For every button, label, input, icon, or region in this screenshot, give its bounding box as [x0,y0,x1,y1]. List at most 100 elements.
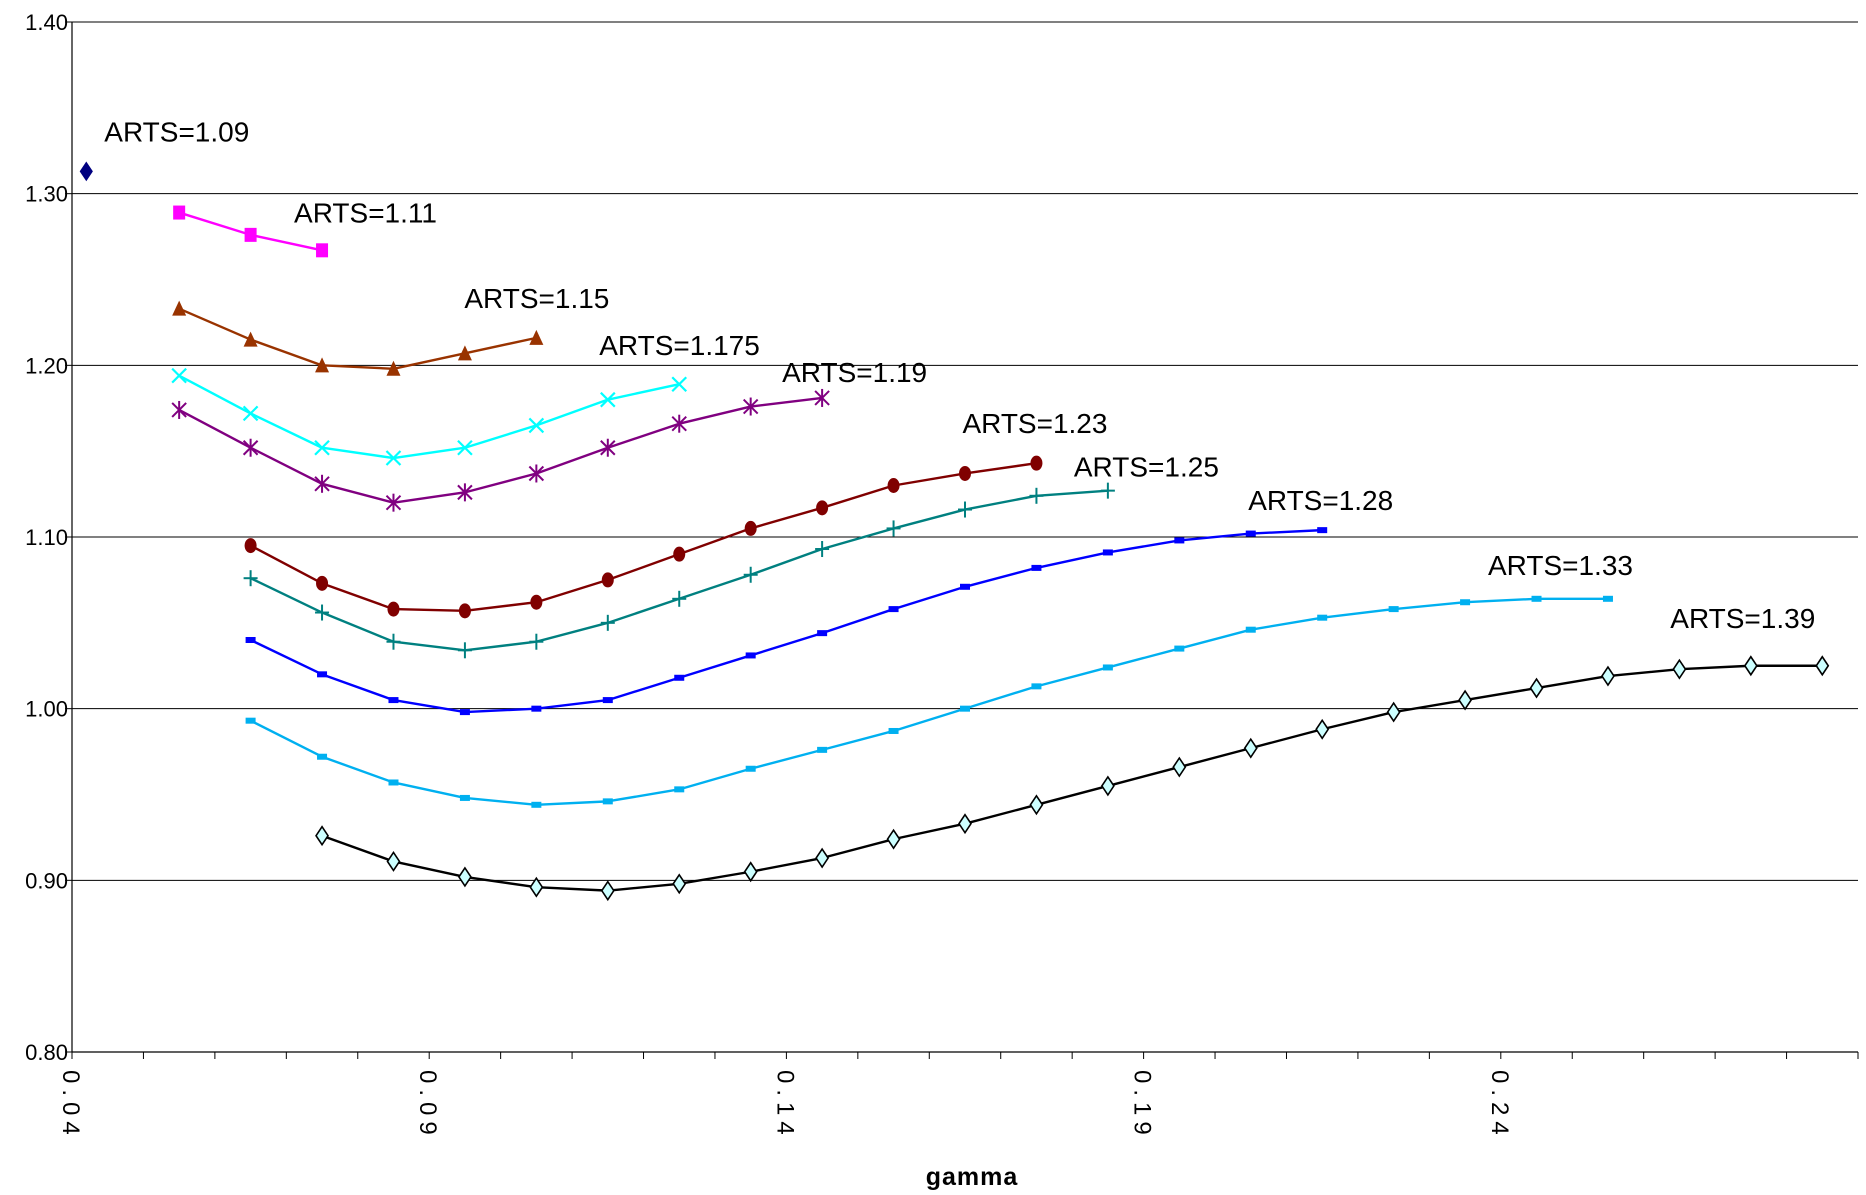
data-point [1460,599,1471,606]
data-point [173,205,186,220]
series-label: ARTS=1.39 [1670,603,1815,634]
y-tick-labels: 0.80 0.90 1.00 1.10 1.20 1.30 1.40 [25,10,68,1065]
data-point [315,825,330,847]
series-arts-1-15 [172,300,544,376]
data-point [317,753,328,760]
axes [65,21,1859,1059]
data-point [1174,645,1185,652]
data-point [531,801,542,808]
y-tick-label: 1.30 [25,182,68,207]
series-label: ARTS=1.25 [1074,452,1219,483]
data-point [79,161,93,182]
series-line [178,396,823,504]
data-point [529,633,544,650]
series-line [250,461,1037,613]
data-point [1030,455,1043,471]
data-point [531,705,542,712]
data-point [886,520,901,537]
series-line [321,664,1823,892]
data-point [1245,626,1256,633]
series-arts-1-09 [79,161,93,182]
data-point [1031,564,1042,571]
data-point [674,674,685,681]
y-tick-label: 1.40 [25,10,68,35]
data-point [671,414,687,433]
x-tick-labels: 0.04 0.09 0.14 0.19 0.24 [57,1070,1513,1141]
x-tick-label: 0.04 [57,1070,84,1141]
data-point [1600,665,1615,687]
series-line [250,528,1323,714]
data-point [672,590,687,607]
data-point [888,606,899,613]
data-point [600,391,616,408]
data-point [600,880,615,902]
x-tick-label: 0.24 [1486,1070,1513,1141]
data-point [457,483,473,502]
data-point [1100,482,1115,499]
data-point [316,575,329,591]
series-arts-1-39 [315,655,1830,902]
series-line [250,489,1108,652]
data-point [815,847,830,869]
y-tick-label: 1.00 [25,697,68,722]
x-axis-title: gamma [926,1163,1019,1191]
data-point [1386,701,1401,723]
data-point [314,439,330,456]
data-point [1458,689,1473,711]
data-point [815,541,830,558]
data-point [602,697,613,704]
data-point [673,546,686,562]
data-point [1102,664,1113,671]
data-point [744,520,757,536]
x-tick-label: 0.14 [771,1070,798,1141]
series-label: ARTS=1.33 [1488,550,1633,581]
series-arts-1-33 [245,595,1613,808]
data-point [1672,658,1687,680]
series-label: ARTS=1.09 [104,116,249,147]
data-point [1029,794,1044,816]
data-point [1529,677,1544,699]
data-point [171,367,187,384]
data-point [1172,756,1187,778]
series-arts-1-25 [243,482,1115,659]
data-point [1815,655,1830,677]
series-line [250,597,1608,806]
data-point [314,474,330,493]
series-label: ARTS=1.15 [464,283,609,314]
data-point [672,873,687,895]
series-group [79,161,1830,902]
data-point [243,570,258,587]
data-point [242,405,259,422]
y-tick-label: 0.80 [25,1040,68,1065]
series-arts-1-175 [171,367,688,466]
grid-lines [72,21,1858,881]
data-point [528,417,545,434]
data-point [745,765,756,772]
series-line [178,307,537,370]
data-point [816,500,829,516]
data-point [529,876,544,898]
data-point [530,594,543,610]
data-point [387,601,400,617]
data-point [601,572,614,588]
data-point [242,438,259,457]
data-point [600,438,616,457]
data-point [457,866,472,888]
data-point [1531,595,1542,602]
series-line [178,374,680,460]
data-point [1102,549,1113,556]
data-point [888,727,899,734]
data-point [1243,737,1258,759]
data-point [960,583,970,590]
series-label: ARTS=1.23 [962,408,1107,439]
data-point [600,614,615,631]
data-point [244,227,257,242]
data-point [457,345,472,361]
data-point [1315,718,1330,740]
data-point [388,779,399,786]
data-point [743,861,758,883]
data-point [1388,606,1399,613]
x-tick-label: 0.19 [1129,1070,1156,1141]
